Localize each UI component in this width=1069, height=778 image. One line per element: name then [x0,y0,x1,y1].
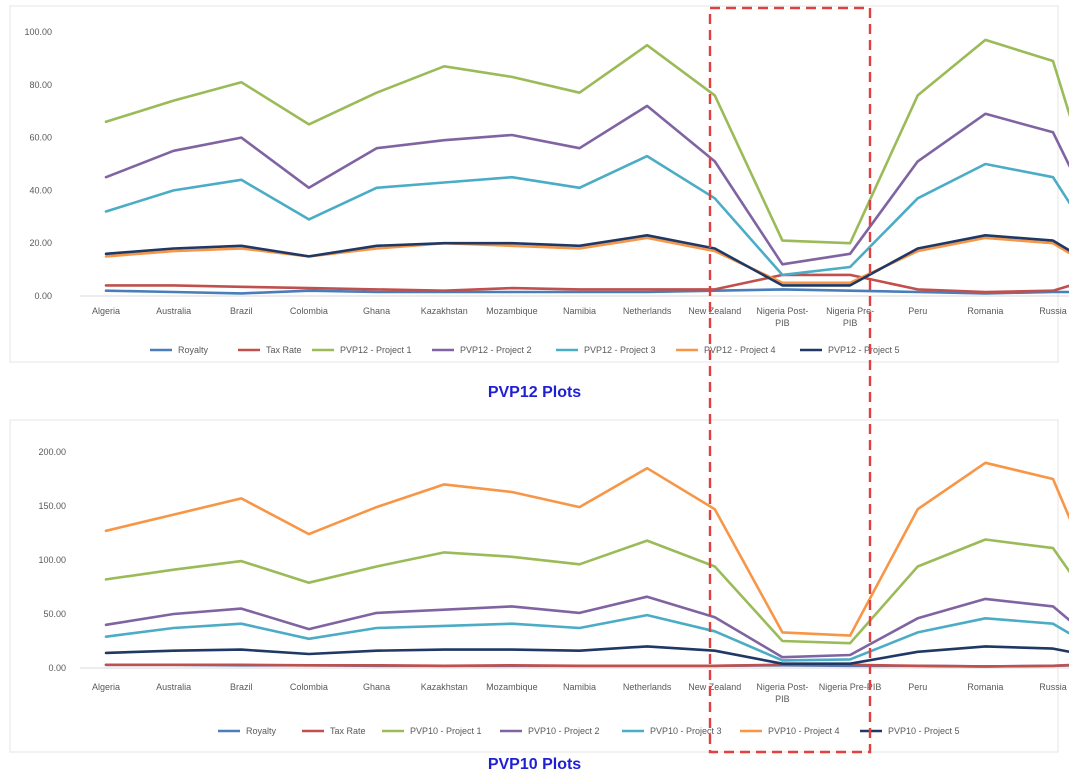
y-tick-label: 60.00 [29,133,52,143]
legend-label-pvp10-project-3: PVP10 - Project 3 [650,726,722,736]
x-tick-label-nigeria-post-pib: PIB [775,694,790,704]
legend-label-pvp10-project-1: PVP10 - Project 1 [410,726,482,736]
x-tick-label-brazil: Brazil [230,682,253,692]
legend-label-pvp12-project-2: PVP12 - Project 2 [460,345,532,355]
series-line-pvp10-project-2 [104,595,1069,659]
x-tick-label-peru: Peru [908,682,927,692]
x-tick-label-australia: Australia [156,682,191,692]
legend-label-tax-rate: Tax Rate [266,345,302,355]
x-tick-label-nigeria-post-pib: PIB [775,318,790,328]
legend-label-tax-rate: Tax Rate [330,726,366,736]
series-line-pvp10-project-1 [104,538,1069,645]
x-tick-label-netherlands: Netherlands [623,682,672,692]
series-line-pvp12-project-2 [104,104,1069,266]
x-tick-label-new-zealand: New Zealand [688,306,741,316]
x-tick-label-new-zealand: New Zealand [688,682,741,692]
legend-label-royalty: Royalty [246,726,277,736]
x-tick-label-romania: Romania [967,306,1003,316]
x-tick-label-namibia: Namibia [563,306,596,316]
series-line-tax-rate [104,273,1069,294]
y-tick-label: 200.00 [38,447,66,457]
x-tick-label-kazakhstan: Kazakhstan [421,306,468,316]
x-tick-label-ghana: Ghana [363,306,390,316]
legend-label-pvp10-project-5: PVP10 - Project 5 [888,726,960,736]
x-tick-label-colombia: Colombia [290,306,328,316]
x-tick-label-mozambique: Mozambique [486,306,538,316]
x-tick-label-colombia: Colombia [290,682,328,692]
y-tick-label: 150.00 [38,501,66,511]
pvp10-caption: PVP10 Plots [487,756,582,773]
x-tick-label-australia: Australia [156,306,191,316]
x-tick-label-nigeria-pre-pib: Nigeria Pre- [826,306,874,316]
y-tick-label: 100.00 [24,27,52,37]
x-tick-label-algeria: Algeria [92,682,120,692]
x-tick-label-netherlands: Netherlands [623,306,672,316]
x-tick-label-romania: Romania [967,682,1003,692]
pvp12-caption: PVP12 Plots [487,384,582,401]
x-tick-label-nigeria-post-pib: Nigeria Post- [756,682,808,692]
series-line-pvp10-project-3 [104,613,1069,662]
series-line-pvp12-project-4 [104,236,1069,285]
chart-panel-border [9,419,1059,753]
x-tick-label-kazakhstan: Kazakhstan [421,682,468,692]
series-line-pvp12-project-3 [104,154,1069,277]
x-tick-label-russia: Russia [1039,306,1067,316]
x-tick-label-nigeria-pre-pib: PIB [843,318,858,328]
x-tick-label-nigeria-pre-pib: Nigeria Pre-PIB [819,682,882,692]
legend-label-royalty: Royalty [178,345,209,355]
x-tick-label-mozambique: Mozambique [486,682,538,692]
pvp10-chart: 0.00 50.00 100.00 150.00 200.00 Algeria Austra… [9,419,1069,753]
highlight-rect [708,6,872,754]
series-line-pvp12-project-5 [104,234,1069,287]
series-line-royalty [104,288,1069,295]
y-tick-label: 100.00 [38,555,66,565]
nigeria-highlight-box [708,6,872,754]
y-tick-label: 50.00 [43,609,66,619]
legend-label-pvp10-project-4: PVP10 - Project 4 [768,726,840,736]
y-tick-label: 0.00 [34,291,52,301]
x-tick-label-nigeria-post-pib: Nigeria Post- [756,306,808,316]
series-line-tax-rate [104,663,1069,668]
legend-label-pvp12-project-1: PVP12 - Project 1 [340,345,412,355]
y-tick-label: 0.00 [48,663,66,673]
legend-label-pvp12-project-3: PVP12 - Project 3 [584,345,656,355]
x-tick-label-algeria: Algeria [92,306,120,316]
legend-label-pvp12-project-5: PVP12 - Project 5 [828,345,900,355]
series-line-pvp12-project-1 [104,38,1069,245]
y-tick-label: 20.00 [29,238,52,248]
legend-label-pvp10-project-2: PVP10 - Project 2 [528,726,600,736]
series-line-pvp10-project-5 [104,645,1069,666]
x-tick-label-brazil: Brazil [230,306,253,316]
x-tick-label-russia: Russia [1039,682,1067,692]
pvp12-chart: 0.00 20.00 40.00 60.00 80.00 100.00 Algeria Aus… [9,5,1069,363]
y-tick-label: 80.00 [29,80,52,90]
x-tick-label-namibia: Namibia [563,682,596,692]
y-tick-label: 40.00 [29,185,52,195]
x-tick-label-ghana: Ghana [363,682,390,692]
x-tick-label-peru: Peru [908,306,927,316]
series-line-pvp10-project-4 [104,461,1069,637]
legend-label-pvp12-project-4: PVP12 - Project 4 [704,345,776,355]
